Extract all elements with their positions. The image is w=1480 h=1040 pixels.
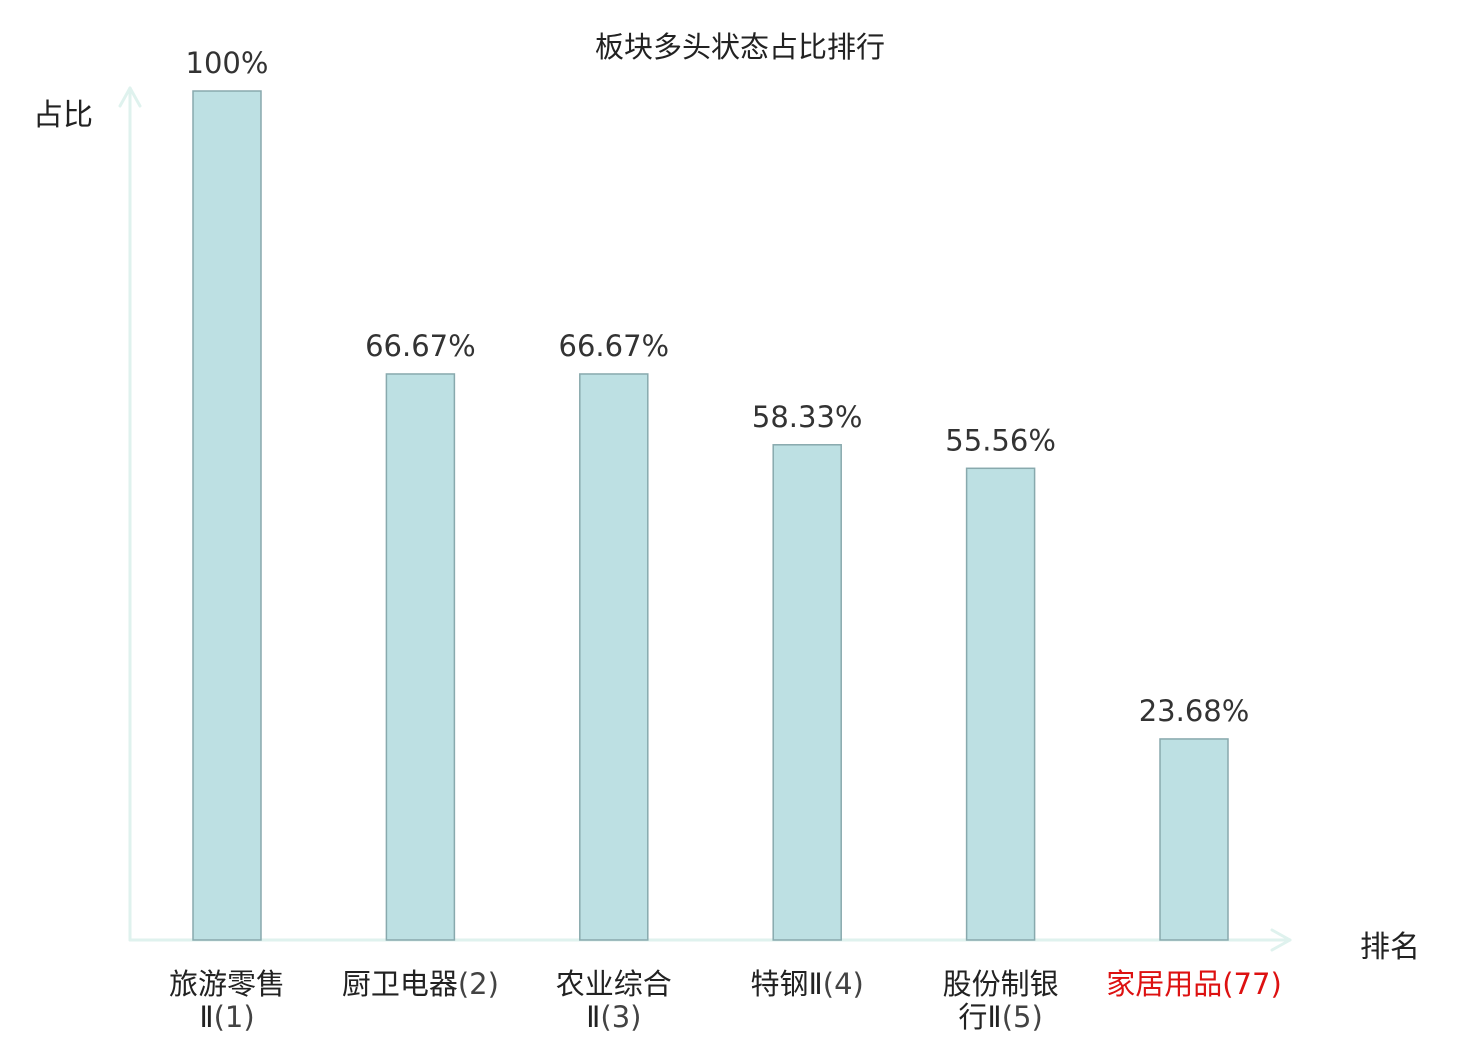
bar <box>385 373 456 941</box>
x-tick-label: Ⅱ(3) <box>586 1000 641 1034</box>
bars <box>192 90 1229 941</box>
bar <box>772 444 842 941</box>
chart-title: 板块多头状态占比排行 <box>594 30 885 64</box>
x-axis-arrow <box>1270 928 1292 952</box>
bar <box>579 373 649 941</box>
x-tick-label: 行Ⅱ(5) <box>958 1000 1042 1034</box>
bar <box>1159 738 1229 941</box>
value-label: 66.67% <box>365 329 476 363</box>
x-tick-label: 特钢Ⅱ(4) <box>751 967 864 1001</box>
value-labels: 100% 66.67% 66.67% 58.33% 55.56% 23.68% <box>186 46 1250 728</box>
y-axis-arrow <box>118 86 142 108</box>
x-tick-label: 旅游零售 <box>169 967 285 1001</box>
x-tick-label: 家居用品(77) <box>1106 967 1282 1001</box>
x-tick-label: 厨卫电器(2) <box>342 967 499 1001</box>
axes <box>118 86 1292 952</box>
value-label: 58.33% <box>752 400 863 434</box>
bar <box>965 467 1036 941</box>
value-label: 66.67% <box>559 329 670 363</box>
x-tick-label: Ⅱ(1) <box>199 1000 254 1034</box>
value-label: 55.56% <box>945 423 1056 457</box>
y-axis-label: 占比 <box>33 98 93 133</box>
x-tick-label: 股份制银 <box>943 967 1059 1001</box>
x-tick-label: 农业综合 <box>556 967 672 1001</box>
value-label: 23.68% <box>1139 694 1250 728</box>
x-axis-label: 排名 <box>1360 930 1420 965</box>
value-label: 100% <box>186 46 269 80</box>
bar <box>192 90 262 941</box>
